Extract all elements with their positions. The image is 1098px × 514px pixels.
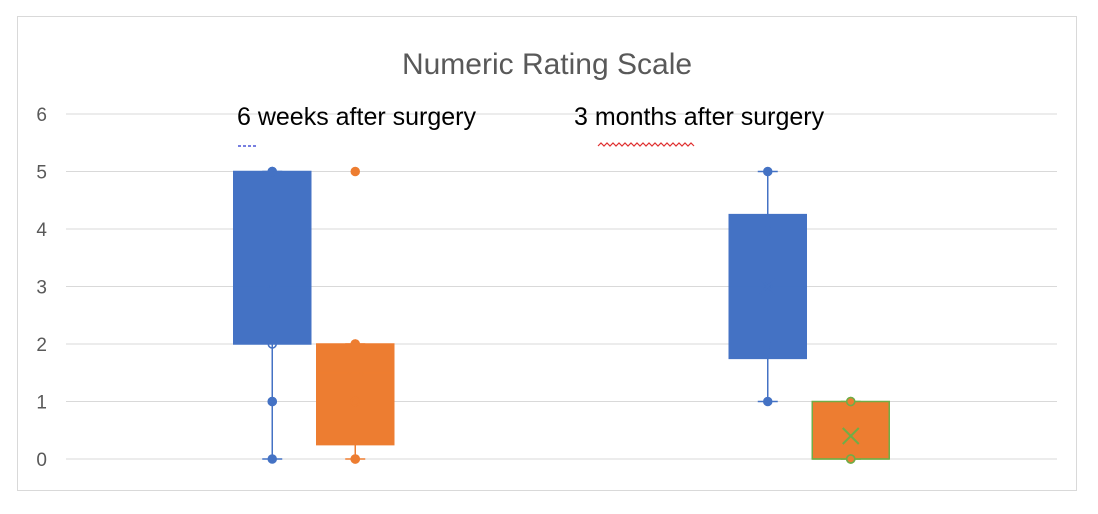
annotation-3-months-label: 3 months after surgery <box>574 103 825 131</box>
annotation-6-weeks: 6 weeks after surgery <box>237 103 476 147</box>
data-point <box>763 166 773 177</box>
data-point <box>350 396 360 407</box>
boxes <box>233 166 890 464</box>
data-point <box>267 281 277 292</box>
gridlines <box>66 113 1057 460</box>
data-point <box>350 166 360 177</box>
chart-title: Numeric Rating Scale <box>402 48 692 81</box>
y-tick-label: 5 <box>36 163 47 184</box>
y-tick-label: 2 <box>36 335 47 356</box>
box-2-2 <box>811 396 890 464</box>
box-2-1 <box>728 166 807 407</box>
box-1-2 <box>316 166 395 464</box>
data-point <box>267 339 277 349</box>
box-1-1 <box>233 166 312 464</box>
data-point <box>846 396 856 407</box>
mean-marker <box>346 358 364 376</box>
data-point <box>763 224 773 234</box>
data-point <box>267 396 277 407</box>
data-point <box>267 224 277 234</box>
box-rect <box>233 170 312 345</box>
y-tick-label: 3 <box>36 278 47 299</box>
y-tick-label: 1 <box>36 393 47 414</box>
box-rect <box>811 400 890 460</box>
annotation-6-weeks-label: 6 weeks after surgery <box>237 103 476 131</box>
box-rect <box>316 343 395 446</box>
data-point <box>267 166 277 177</box>
mean-marker <box>759 277 777 296</box>
mean-marker <box>842 427 860 445</box>
y-tick-label: 4 <box>36 220 47 241</box>
data-point <box>846 454 856 464</box>
data-point <box>350 339 360 349</box>
data-point <box>350 454 360 464</box>
spelling-underline <box>597 142 695 147</box>
y-tick-label: 0 <box>36 450 47 471</box>
chart-frame <box>17 16 1077 491</box>
annotation-3-months: 3 months after surgery <box>574 103 825 147</box>
data-point <box>763 396 773 407</box>
y-axis-ticks: 0 1 2 3 4 5 6 <box>36 105 47 471</box>
data-point <box>763 339 773 349</box>
data-point <box>763 281 773 292</box>
y-tick-label: 6 <box>36 105 47 126</box>
mean-marker <box>263 272 281 290</box>
data-point <box>267 454 277 464</box>
